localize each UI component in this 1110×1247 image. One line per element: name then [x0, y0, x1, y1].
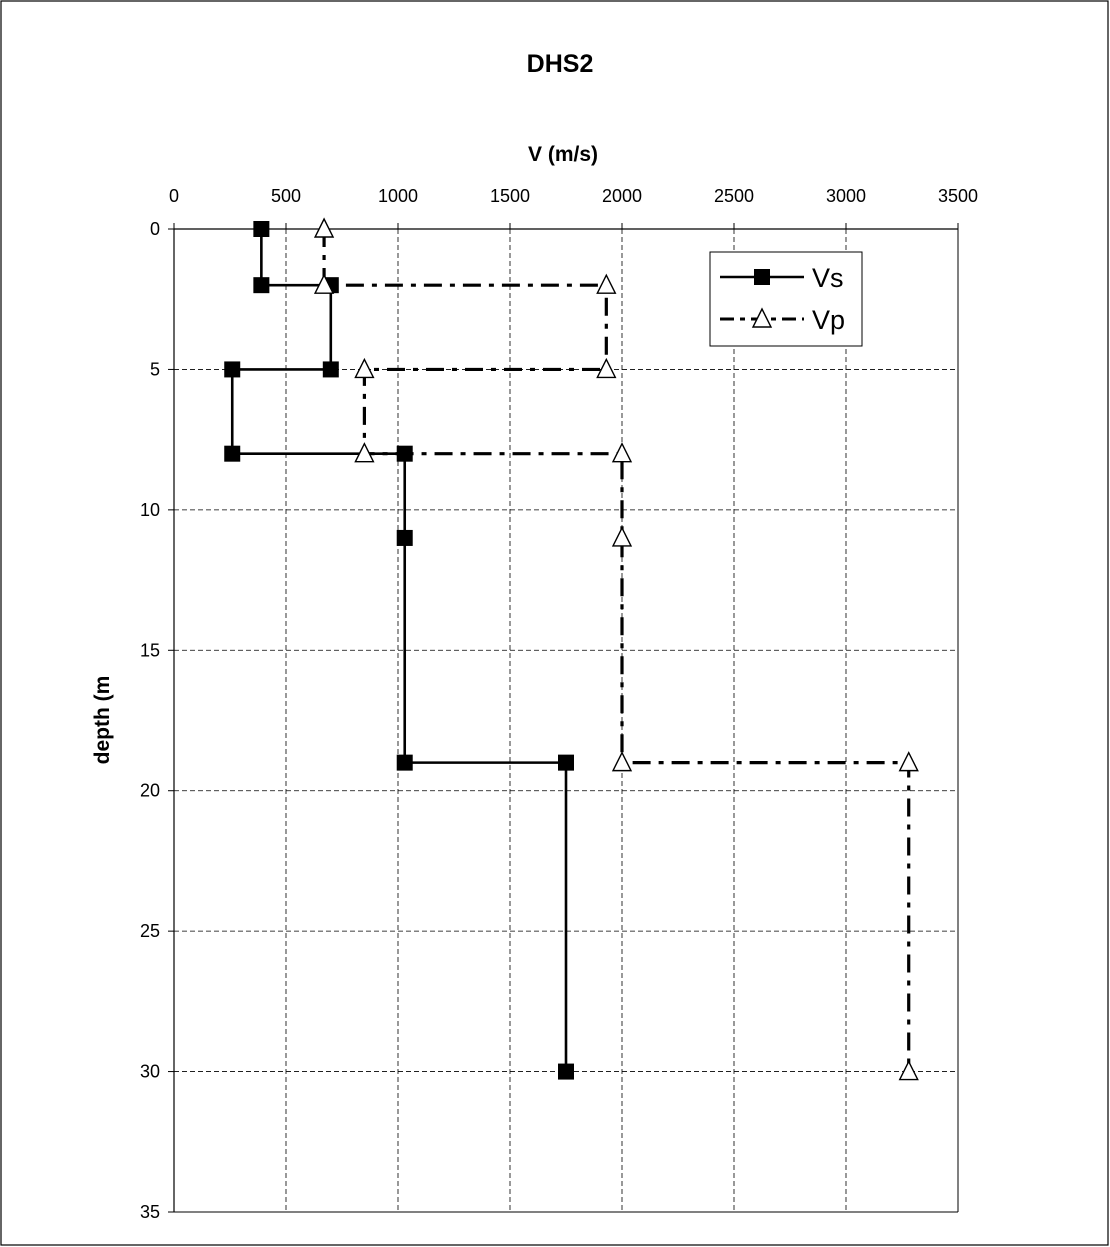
series-vs-point: [253, 221, 270, 237]
y-tick-label: 25: [140, 921, 160, 941]
legend-marker-vp: [751, 307, 773, 328]
series-vs-point: [396, 754, 413, 771]
series-vp-point: [354, 442, 375, 463]
legend: Vs Vp: [709, 251, 863, 347]
series-vp-point: [611, 442, 633, 463]
y-axis-label: depth (m: [91, 676, 114, 765]
x-tick-label: 1000: [378, 186, 418, 206]
y-tick-label: 35: [140, 1202, 160, 1222]
series-vp-point: [596, 273, 617, 294]
legend-box: [709, 251, 863, 347]
y-tick-label: 5: [150, 359, 160, 379]
axes: 0 500 1000 1500 2000 2500 3000 3500 0 5 10 15 20 25 30…: [140, 186, 978, 1222]
series-layer: [224, 217, 919, 1081]
y-tick-label: 20: [140, 781, 160, 801]
x-axis-label: V (m/s): [528, 143, 598, 166]
legend-label-vp: Vp: [812, 305, 845, 335]
x-tick-label: 3000: [826, 186, 866, 206]
series-vp-point: [611, 526, 633, 547]
x-tick-label: 500: [271, 186, 301, 206]
series-vp-point: [611, 751, 633, 772]
series-vp: [313, 217, 919, 1081]
y-tick-label: 10: [140, 500, 160, 520]
series-vs-point: [253, 277, 270, 294]
series-vs-point: [396, 529, 413, 546]
x-tick-label: 1500: [490, 186, 530, 206]
y-tick-label: 30: [140, 1062, 160, 1082]
legend-marker-vs: [754, 269, 770, 285]
x-tick-label: 2500: [714, 186, 754, 206]
chart-title: DHS2: [527, 50, 594, 78]
y-tick-label: 15: [140, 640, 160, 660]
series-vp-point: [898, 751, 919, 772]
series-vs: [224, 221, 574, 1080]
series-vs-point: [558, 754, 574, 771]
x-tick-label: 3500: [938, 186, 978, 206]
legend-label-vs: Vs: [812, 263, 844, 293]
series-vp-point: [898, 1060, 919, 1081]
series-vs-point: [322, 361, 339, 378]
x-tick-label: 0: [169, 186, 179, 206]
series-vp-point: [354, 357, 375, 379]
series-vs-point: [224, 361, 241, 378]
series-vp-point: [313, 273, 335, 294]
series-vs-point: [224, 445, 241, 462]
y-tick-label: 0: [150, 219, 160, 239]
series-vs-point: [558, 1063, 574, 1080]
series-vp-point: [596, 357, 617, 379]
x-tick-label: 2000: [602, 186, 642, 206]
series-vp-point: [313, 217, 335, 238]
